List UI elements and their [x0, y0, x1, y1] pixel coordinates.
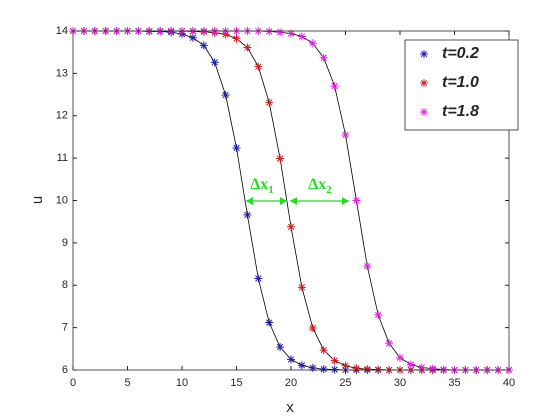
marker — [254, 62, 263, 71]
annotation-text: Δx — [308, 176, 326, 193]
annotation: Δx1 — [250, 176, 274, 196]
annotation-subscript: 2 — [326, 184, 332, 196]
marker — [297, 283, 306, 292]
marker — [341, 130, 350, 139]
x-axis-label: x — [286, 399, 294, 416]
marker — [243, 210, 252, 219]
marker — [319, 346, 328, 355]
x-tick-label: 10 — [176, 377, 188, 389]
arrow-head — [342, 197, 349, 205]
legend-marker — [420, 79, 428, 87]
marker — [265, 318, 274, 327]
annotation-subscript: 1 — [268, 184, 274, 196]
marker — [352, 196, 361, 205]
marker — [308, 39, 317, 48]
marker — [232, 143, 241, 152]
y-tick-label: 6 — [62, 364, 68, 376]
x-tick-label: 15 — [230, 377, 242, 389]
marker — [439, 365, 448, 374]
legend-marker — [420, 108, 428, 116]
y-tick-label: 8 — [62, 279, 68, 291]
marker — [308, 363, 317, 372]
axes-box — [72, 30, 510, 371]
marker — [287, 355, 295, 364]
arrow-head — [246, 197, 253, 205]
marker — [210, 58, 219, 67]
marker — [330, 365, 339, 374]
marker — [308, 324, 317, 333]
annotation: Δx2 — [308, 176, 332, 196]
marker — [428, 364, 437, 373]
marker — [319, 365, 328, 374]
marker — [276, 28, 285, 37]
marker — [319, 53, 328, 62]
marker — [330, 82, 339, 91]
marker — [276, 343, 285, 352]
y-tick-label: 14 — [56, 25, 68, 37]
y-tick-label: 13 — [56, 67, 68, 79]
marker — [417, 363, 426, 372]
annotation-text: Δx — [250, 176, 268, 193]
x-tick-label: 0 — [70, 377, 76, 389]
y-tick-label: 9 — [62, 237, 68, 249]
x-tick-label: 30 — [394, 377, 406, 389]
marker — [297, 361, 306, 370]
legend-marker — [420, 50, 428, 58]
marker — [396, 353, 404, 362]
legend-label: t=0.2 — [442, 45, 479, 62]
marker — [287, 29, 295, 38]
marker — [385, 339, 394, 348]
x-tick-label: 35 — [448, 377, 460, 389]
marker — [265, 27, 274, 36]
marker — [199, 41, 208, 50]
marker — [374, 310, 383, 319]
marker — [265, 98, 274, 107]
arrow-head — [290, 197, 297, 205]
marker — [221, 90, 230, 99]
marker — [287, 222, 295, 231]
x-tick-label: 5 — [124, 377, 130, 389]
y-axis-label: u — [29, 196, 46, 204]
marker — [363, 365, 372, 374]
y-tick-label: 12 — [56, 110, 68, 122]
y-tick-label: 7 — [62, 322, 68, 334]
marker — [254, 274, 263, 283]
legend: t=0.2 t=1.0 t=1.8 — [404, 39, 519, 131]
marker — [276, 154, 285, 163]
legend-label: t=1.8 — [442, 103, 479, 120]
marker — [243, 43, 252, 52]
x-tick-label: 20 — [285, 377, 297, 389]
y-tick-label: 11 — [57, 152, 68, 164]
marker — [232, 34, 241, 43]
marker — [188, 33, 197, 42]
arrow-head — [280, 197, 287, 205]
marker — [341, 361, 350, 370]
marker — [330, 356, 339, 365]
x-tick-label: 25 — [339, 377, 351, 389]
y-tick-label: 10 — [56, 194, 68, 206]
x-tick-label: 40 — [503, 377, 515, 389]
marker — [352, 364, 361, 373]
marker — [374, 365, 383, 374]
marker — [363, 262, 372, 271]
marker — [297, 32, 306, 41]
legend-label: t=1.0 — [442, 74, 479, 91]
marker — [406, 360, 415, 369]
